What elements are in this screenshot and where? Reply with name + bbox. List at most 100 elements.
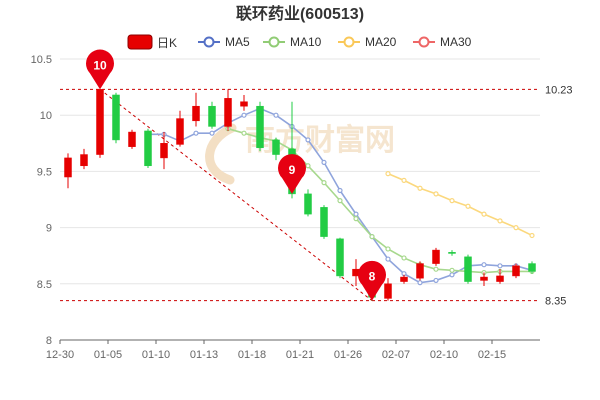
- ma-point: [209, 130, 215, 136]
- ma-point: [193, 130, 199, 136]
- x-tick-label: 01-26: [334, 349, 362, 361]
- ma-point: [305, 137, 311, 143]
- legend-label: 日K: [157, 36, 177, 50]
- candle-body: [160, 143, 168, 159]
- marker-pin-shape: [358, 260, 387, 301]
- ma-point: [353, 216, 359, 222]
- candle: [400, 274, 408, 284]
- legend-item[interactable]: 日K: [127, 34, 177, 50]
- y-tick-label: 9: [46, 223, 52, 235]
- candle: [416, 261, 424, 281]
- x-tick-label: 02-07: [382, 349, 410, 361]
- x-tick-label: 01-21: [286, 349, 314, 361]
- candle: [192, 92, 200, 127]
- x-tick-label: 01-13: [190, 349, 218, 361]
- candle: [384, 278, 392, 301]
- candle-body: [128, 131, 136, 147]
- candle-body: [192, 105, 200, 122]
- candle-body: [208, 105, 216, 127]
- ma-line-ma20: [387, 172, 533, 237]
- candle-body: [512, 265, 520, 277]
- candle: [480, 272, 488, 287]
- level-label: 10.23: [545, 84, 573, 96]
- ma-point: [321, 159, 327, 166]
- legend-marker-icon: [418, 36, 430, 48]
- y-tick-label: 9.5: [37, 166, 52, 178]
- legend-item[interactable]: MA10: [263, 35, 322, 49]
- candle: [512, 263, 520, 279]
- candle-body: [272, 139, 280, 155]
- candle: [224, 89, 232, 131]
- x-tick-label: 12-30: [46, 349, 74, 361]
- candle-body: [304, 193, 312, 215]
- markers: 10 9 8: [86, 49, 387, 301]
- ma-point: [369, 233, 375, 240]
- ma-point: [321, 180, 327, 186]
- ma-point: [273, 112, 279, 118]
- ma-point: [241, 130, 247, 136]
- candle: [336, 237, 344, 279]
- watermark-logo: [205, 123, 237, 185]
- ma-point: [449, 198, 455, 204]
- ma-point: [305, 163, 311, 169]
- candle-body: [144, 130, 152, 167]
- chart-title: 联环药业(600513): [236, 4, 364, 23]
- y-tick-label: 8: [46, 335, 52, 347]
- candle: [128, 129, 136, 149]
- legend-item[interactable]: MA5: [198, 35, 250, 49]
- candle-body: [480, 276, 488, 281]
- candle: [272, 137, 280, 161]
- ma-point: [353, 211, 359, 217]
- ma-point: [401, 255, 407, 261]
- marker-pin-label: 8: [369, 270, 376, 284]
- level-label: 8.35: [545, 296, 566, 308]
- ma-point: [529, 232, 535, 239]
- legend-marker-icon: [343, 36, 355, 48]
- marker-pin-shape: [86, 49, 115, 90]
- ma-point: [337, 187, 343, 194]
- legend-label: MA30: [440, 35, 472, 49]
- level-lines: 10.23 8.35: [60, 84, 573, 308]
- candle-body: [224, 98, 232, 127]
- ma-point: [401, 177, 407, 183]
- candle-body: [112, 94, 120, 141]
- candle-body: [416, 263, 424, 279]
- ma-point: [433, 191, 439, 197]
- legend-item[interactable]: MA20: [338, 35, 397, 49]
- legend-label: MA10: [290, 35, 322, 49]
- legend-marker-icon: [268, 36, 280, 48]
- y-tick-label: 8.5: [37, 279, 52, 291]
- ma-point: [513, 225, 519, 231]
- candle-body: [240, 101, 248, 107]
- y-tick-label: 10: [40, 110, 52, 122]
- x-tick-label: 02-15: [478, 349, 506, 361]
- candle: [496, 269, 504, 284]
- candle-body: [384, 283, 392, 299]
- legend-label: MA5: [225, 35, 250, 49]
- candle-body: [320, 207, 328, 237]
- ma-point: [465, 203, 471, 209]
- candle: [528, 261, 536, 274]
- y-tick-label: 10.5: [31, 54, 52, 66]
- legend-marker-icon: [203, 36, 215, 48]
- candle: [304, 189, 312, 217]
- ma-point: [417, 280, 423, 286]
- candle: [320, 205, 328, 239]
- marker-pin-label: 9: [289, 163, 296, 177]
- candle-body: [496, 275, 504, 282]
- ma-point: [433, 277, 439, 284]
- x-tick-label: 01-05: [94, 349, 122, 361]
- ma-point: [385, 171, 391, 177]
- candle-body: [336, 238, 344, 277]
- legend[interactable]: 日K MA5 MA10 MA20 MA30: [127, 34, 472, 50]
- candle: [176, 110, 184, 147]
- candle-body: [448, 252, 456, 254]
- legend-item[interactable]: MA30: [413, 35, 472, 49]
- ma-point: [481, 211, 487, 217]
- ma-point: [241, 112, 247, 118]
- ma-point: [337, 198, 343, 204]
- candle-body: [176, 118, 184, 145]
- ma-point: [481, 262, 487, 268]
- candle: [240, 94, 248, 111]
- grid: [60, 58, 540, 341]
